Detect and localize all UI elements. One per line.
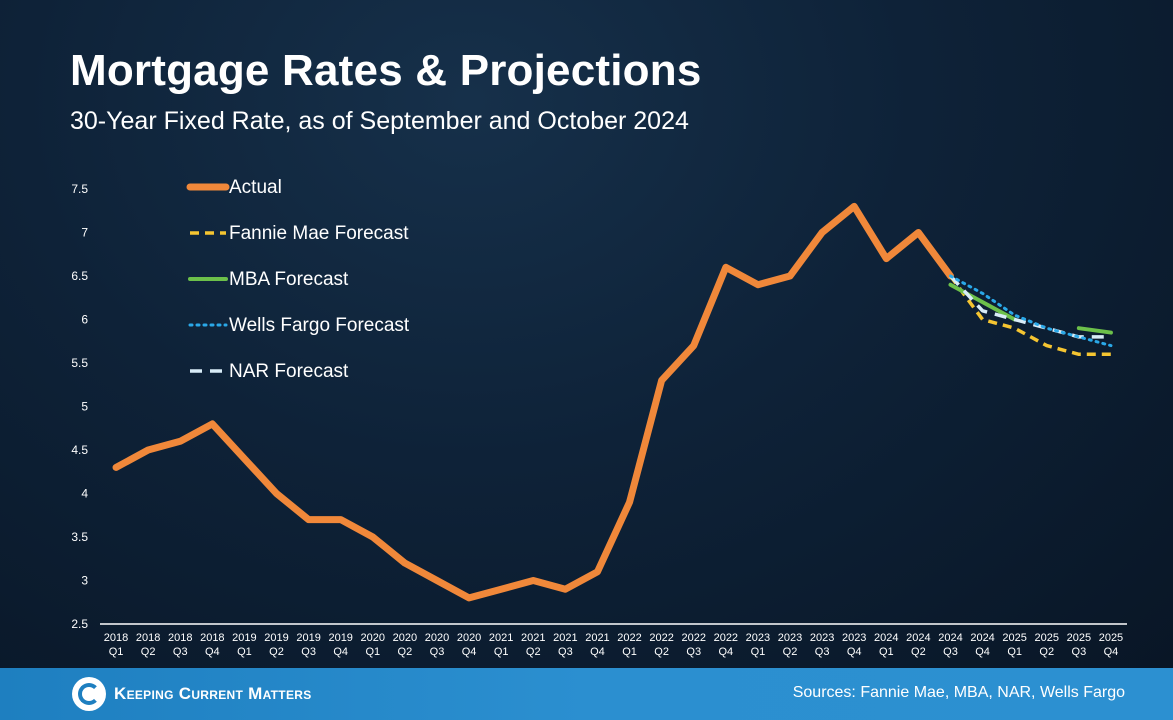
x-tick-quarter: Q4 <box>462 646 477 658</box>
y-tick-label: 5 <box>81 400 88 414</box>
x-tick-quarter: Q1 <box>365 646 380 658</box>
y-tick-label: 3 <box>81 574 88 588</box>
x-tick-quarter: Q4 <box>718 646 733 658</box>
legend-label-fannie: Fannie Mae Forecast <box>229 223 409 244</box>
x-tick-quarter: Q2 <box>1039 646 1054 658</box>
series-line-actual <box>112 202 954 602</box>
x-tick-year: 2019 <box>296 632 320 644</box>
x-tick-quarter: Q4 <box>847 646 862 658</box>
x-tick-year: 2020 <box>361 632 385 644</box>
x-tick-quarter: Q1 <box>237 646 252 658</box>
x-tick-year: 2021 <box>553 632 577 644</box>
legend-label-wells: Wells Fargo Forecast <box>229 315 410 336</box>
legend: Actual Fannie Mae Forecast MBA Forecast Wel… <box>186 177 410 382</box>
y-tick-label: 5.5 <box>71 356 88 370</box>
x-tick-quarter: Q2 <box>654 646 669 658</box>
series-line-fannie <box>949 274 1111 357</box>
x-tick-quarter: Q3 <box>943 646 958 658</box>
x-tick-year: 2019 <box>264 632 288 644</box>
x-tick-year: 2021 <box>489 632 513 644</box>
x-tick-quarter: Q4 <box>1104 646 1119 658</box>
x-tick-year: 2018 <box>168 632 192 644</box>
x-tick-year: 2025 <box>1099 632 1123 644</box>
x-tick-year: 2019 <box>328 632 352 644</box>
legend-label-actual: Actual <box>229 177 282 198</box>
x-tick-quarter: Q3 <box>815 646 830 658</box>
x-tick-year: 2018 <box>200 632 224 644</box>
y-tick-label: 7.5 <box>71 182 88 196</box>
x-tick-quarter: Q2 <box>783 646 798 658</box>
legend-label-nar: NAR Forecast <box>229 361 349 382</box>
x-tick-year: 2024 <box>938 632 962 644</box>
legend-label-mba: MBA Forecast <box>229 269 349 290</box>
x-tick-year: 2024 <box>874 632 898 644</box>
x-tick-year: 2025 <box>1035 632 1059 644</box>
brand-logo-icon <box>72 677 106 711</box>
x-tick-quarter: Q4 <box>590 646 605 658</box>
x-tick-year: 2021 <box>521 632 545 644</box>
x-tick-year: 2021 <box>585 632 609 644</box>
line-chart: 2.533.544.555.566.577.5 2018Q12018Q22018… <box>71 177 1127 658</box>
x-tick-quarter: Q2 <box>911 646 926 658</box>
x-tick-year: 2023 <box>842 632 866 644</box>
x-axis: 2018 Q1 2018 Q2 2018 Q3 2018 Q4 2019 Q1 2019 Q2 2019… <box>100 623 1127 658</box>
x-tick-quarter: Q1 <box>1007 646 1022 658</box>
page-title: Mortgage Rates & Projections <box>70 46 702 95</box>
x-tick-year: 2024 <box>970 632 994 644</box>
sources-text: Sources: Fannie Mae, MBA, NAR, Wells Far… <box>792 684 1125 701</box>
series-line-mba <box>1076 326 1113 335</box>
x-tick-year: 2023 <box>810 632 834 644</box>
series-line-wells <box>948 274 1113 348</box>
x-tick-year: 2025 <box>1067 632 1091 644</box>
x-tick-year: 2022 <box>714 632 738 644</box>
y-tick-label: 3.5 <box>71 530 88 544</box>
x-tick-year: 2020 <box>393 632 417 644</box>
x-tick-year: 2025 <box>1002 632 1026 644</box>
x-tick-quarter: Q2 <box>141 646 156 658</box>
x-tick-quarter: Q2 <box>398 646 413 658</box>
x-tick-quarter: Q2 <box>526 646 541 658</box>
y-tick-label: 6 <box>81 313 88 327</box>
x-tick-quarter: Q3 <box>558 646 573 658</box>
chart-background: Mortgage Rates & Projections 30-Year Fix… <box>0 0 1173 668</box>
y-axis: 2.5 3 3.5 4 4.5 5 5.5 6 6.5 7 7.5 <box>71 182 88 631</box>
brand-name: Keeping Current Matters <box>114 684 312 703</box>
y-tick-label: 6.5 <box>71 269 88 283</box>
x-tick-year: 2022 <box>649 632 673 644</box>
x-tick-quarter: Q3 <box>430 646 445 658</box>
x-tick-quarter: Q1 <box>622 646 637 658</box>
x-tick-quarter: Q3 <box>173 646 188 658</box>
x-tick-quarter: Q4 <box>975 646 990 658</box>
y-tick-label: 4.5 <box>71 443 88 457</box>
x-tick-year: 2018 <box>104 632 128 644</box>
x-tick-year: 2020 <box>457 632 481 644</box>
series-line-mba <box>948 282 1017 322</box>
x-tick-quarter: Q1 <box>879 646 894 658</box>
x-tick-quarter: Q3 <box>301 646 316 658</box>
x-tick-year: 2020 <box>425 632 449 644</box>
x-tick-quarter: Q1 <box>751 646 766 658</box>
x-tick-quarter: Q1 <box>494 646 509 658</box>
series-lines <box>112 202 1113 602</box>
brand[interactable]: Keeping Current Matters <box>72 677 312 711</box>
x-tick-quarter: Q1 <box>109 646 124 658</box>
y-tick-label: 4 <box>81 487 88 501</box>
x-tick-quarter: Q3 <box>1072 646 1087 658</box>
x-tick-year: 2024 <box>906 632 930 644</box>
x-tick-year: 2023 <box>746 632 770 644</box>
x-tick-quarter: Q4 <box>205 646 220 658</box>
page-subtitle: 30-Year Fixed Rate, as of September and … <box>70 107 689 135</box>
x-tick-year: 2019 <box>232 632 256 644</box>
x-tick-quarter: Q3 <box>686 646 701 658</box>
footer-bar: Keeping Current Matters Sources: Fannie … <box>0 668 1173 720</box>
x-tick-year: 2022 <box>617 632 641 644</box>
x-tick-quarter: Q2 <box>269 646 284 658</box>
y-tick-label: 7 <box>81 226 88 240</box>
x-tick-year: 2023 <box>778 632 802 644</box>
x-tick-quarter: Q4 <box>333 646 348 658</box>
x-tick-year: 2018 <box>136 632 160 644</box>
x-tick-year: 2022 <box>681 632 705 644</box>
y-tick-label: 2.5 <box>71 617 88 631</box>
